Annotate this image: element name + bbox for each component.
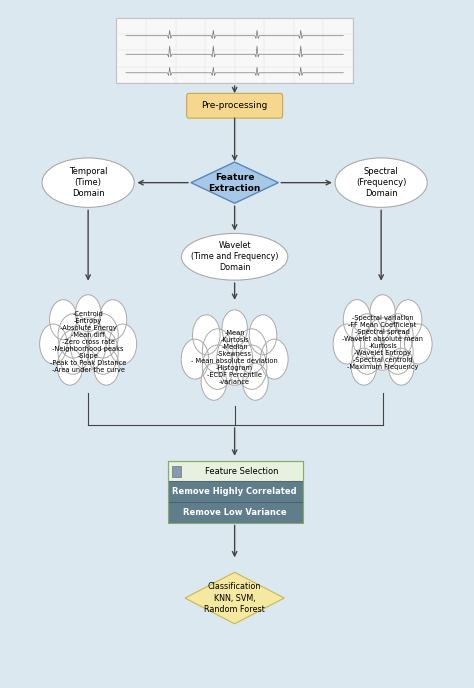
Text: Feature
Extraction: Feature Extraction [209,173,261,193]
Text: Temporal
(Time)
Domain: Temporal (Time) Domain [69,167,108,198]
Text: Remove Highly Correlated: Remove Highly Correlated [173,487,297,496]
Circle shape [181,339,209,379]
Text: Spectral
(Frequency)
Domain: Spectral (Frequency) Domain [356,167,406,198]
Circle shape [222,310,247,347]
Circle shape [109,324,137,364]
Circle shape [202,345,233,389]
Polygon shape [185,572,284,624]
Circle shape [201,363,227,400]
Text: Wavelet
(Time and Frequency)
Domain: Wavelet (Time and Frequency) Domain [191,241,278,272]
Circle shape [70,318,106,370]
Ellipse shape [182,233,288,280]
Circle shape [237,329,267,373]
Circle shape [383,330,413,374]
Text: Classification
KNN, SVM,
Random Forest: Classification KNN, SVM, Random Forest [204,583,265,614]
Circle shape [365,318,401,370]
Circle shape [57,348,82,385]
Circle shape [202,329,233,373]
Circle shape [93,348,119,385]
FancyBboxPatch shape [168,502,303,522]
Circle shape [333,324,361,364]
Polygon shape [191,162,278,203]
Circle shape [88,330,118,374]
Circle shape [50,300,77,340]
Text: Pre-processing: Pre-processing [201,101,268,110]
Circle shape [58,314,89,358]
Circle shape [404,324,432,364]
Circle shape [88,314,118,358]
Circle shape [370,294,395,332]
Circle shape [352,330,383,374]
Circle shape [351,348,376,385]
Circle shape [75,294,101,332]
FancyBboxPatch shape [172,466,181,477]
Circle shape [243,363,268,400]
FancyBboxPatch shape [117,18,353,83]
Circle shape [352,314,383,358]
Circle shape [343,300,371,340]
Circle shape [99,300,127,340]
Circle shape [249,315,277,355]
Circle shape [261,339,288,379]
Circle shape [383,314,413,358]
Text: Remove Low Variance: Remove Low Variance [183,508,286,517]
Circle shape [217,333,253,385]
Text: -Centroid
-Entropy
-Absolute Energy
-Mean diff
-Zero cross rate
-Neighborhood pe: -Centroid -Entropy -Absolute Energy -Mea… [50,312,126,374]
Circle shape [389,348,414,385]
Text: -Mean
-Kurtosis
-Median
-Skewness
- Mean absolute deviation
-Histogram
-ECDF Per: -Mean -Kurtosis -Median -Skewness - Mean… [191,330,278,385]
FancyBboxPatch shape [168,482,303,502]
Text: -Spectral variation
-FF Mean Coefficient
-Spectral spread
-Wavelet absolute mean: -Spectral variation -FF Mean Coefficient… [342,315,423,370]
Circle shape [40,324,67,364]
Text: Feature Selection: Feature Selection [205,466,279,475]
Ellipse shape [42,158,134,207]
FancyBboxPatch shape [168,461,303,482]
Circle shape [58,330,89,374]
Circle shape [237,345,267,389]
Circle shape [394,300,422,340]
Circle shape [192,315,220,355]
FancyBboxPatch shape [187,94,283,118]
Ellipse shape [335,158,427,207]
